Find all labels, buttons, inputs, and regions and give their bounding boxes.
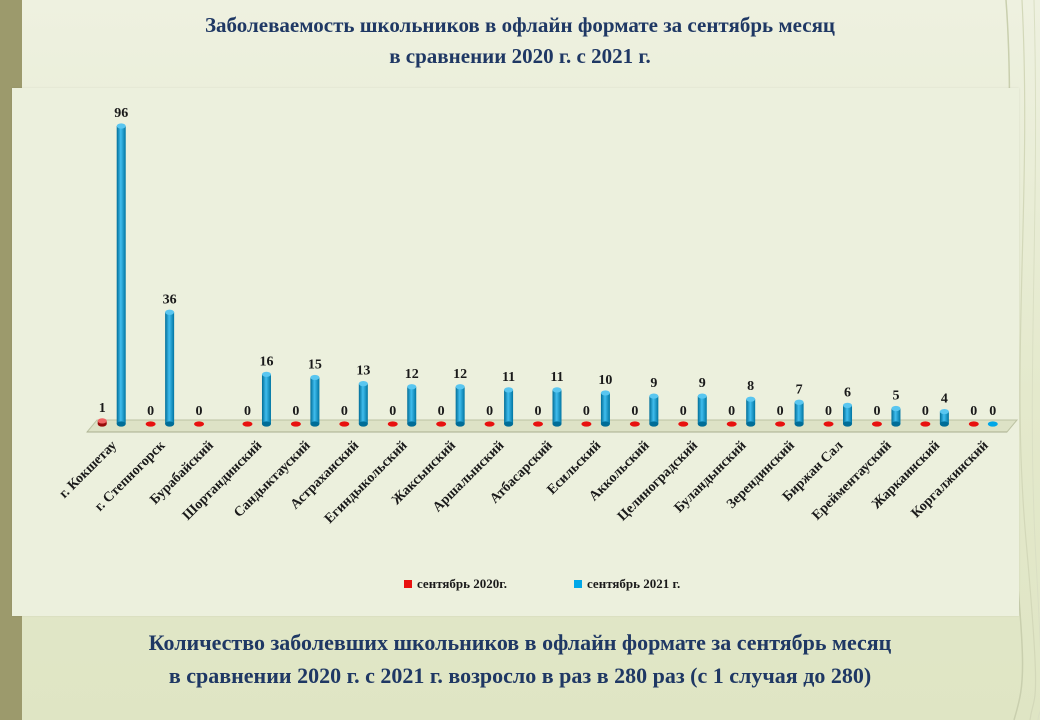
value-label-2020-2: 0 — [196, 404, 203, 419]
value-label-2021-16: 5 — [892, 388, 899, 403]
bar-2020-11 — [629, 421, 640, 427]
value-label-2020-3: 0 — [244, 404, 251, 419]
value-label-2021-18: 0 — [989, 404, 996, 419]
value-label-2021-4: 15 — [308, 357, 322, 372]
bar-2021-3 — [261, 371, 271, 427]
bar-2021-4 — [310, 374, 320, 427]
bar-2020-0 — [97, 418, 107, 427]
value-label-2020-7: 0 — [438, 404, 445, 419]
value-label-2021-9: 11 — [550, 370, 563, 385]
bar-2021-7 — [455, 384, 465, 427]
bar-2021-13 — [746, 396, 756, 427]
bar-2020-4 — [290, 421, 301, 427]
value-label-2021-10: 10 — [598, 373, 612, 388]
legend-swatch-2021 — [574, 580, 582, 588]
bar-2020-13 — [726, 421, 737, 427]
bar-2020-8 — [484, 421, 495, 427]
value-label-2020-13: 0 — [728, 404, 735, 419]
value-label-2020-6: 0 — [389, 404, 396, 419]
value-label-2020-17: 0 — [922, 404, 929, 419]
value-label-2020-16: 0 — [873, 404, 880, 419]
bar-2021-14 — [794, 399, 804, 427]
value-label-2020-5: 0 — [341, 404, 348, 419]
value-label-2021-13: 8 — [747, 379, 754, 394]
title-line-2: в сравнении 2020 г. с 2021 г. — [389, 44, 651, 68]
bar-2020-12 — [678, 421, 689, 427]
value-label-2021-1: 36 — [163, 292, 177, 307]
bar-2020-9 — [533, 421, 543, 427]
value-label-2020-18: 0 — [970, 404, 977, 419]
bar-2020-10 — [581, 421, 592, 427]
value-label-2021-6: 12 — [405, 367, 419, 382]
bar-2021-10 — [600, 390, 610, 427]
bar-2020-16 — [871, 421, 882, 427]
footer-line-2: в сравнении 2020 г. с 2021 г. возросло в… — [168, 663, 872, 688]
category-label-6: Егиндыкольский — [322, 438, 411, 527]
value-label-2021-3: 16 — [259, 354, 273, 369]
chart-panel: 1 96 г. Кокшетау 0 36 г. Степногорск 0 Бурабайс… — [12, 88, 1019, 616]
bar-2020-6 — [387, 421, 398, 427]
legend-label-2021: сентябрь 2021 г. — [587, 576, 680, 591]
bar-2020-17 — [920, 421, 931, 427]
bar-2020-14 — [775, 421, 786, 427]
bar-2021-16 — [891, 405, 901, 427]
bar-2020-5 — [339, 421, 350, 427]
value-label-2021-0: 96 — [114, 106, 128, 121]
bar-2021-8 — [504, 387, 514, 427]
bar-2021-6 — [407, 384, 417, 427]
value-label-2020-9: 0 — [535, 404, 542, 419]
value-label-2021-15: 6 — [844, 385, 851, 400]
bar-2021-17 — [939, 408, 949, 427]
legend-swatch-2020 — [404, 580, 412, 588]
value-label-2021-7: 12 — [453, 367, 467, 382]
value-label-2020-1: 0 — [147, 404, 154, 419]
value-label-2020-8: 0 — [486, 404, 493, 419]
slide-footer: Количество заболевших школьников в офлай… — [0, 626, 1040, 692]
bar-2021-0 — [116, 123, 126, 427]
bar-2020-15 — [823, 421, 834, 427]
bar-2021-9 — [552, 387, 562, 427]
bar-2020-18 — [968, 421, 979, 427]
value-label-2020-0: 1 — [99, 401, 106, 416]
bar-2021-11 — [649, 393, 659, 427]
bar-2020-7 — [436, 421, 447, 427]
value-label-2020-15: 0 — [825, 404, 832, 419]
bar-2020-2 — [194, 421, 205, 427]
bar-2021-18 — [987, 421, 998, 427]
value-label-2020-10: 0 — [583, 404, 590, 419]
value-label-2021-8: 11 — [502, 370, 515, 385]
value-label-2021-11: 9 — [650, 376, 657, 391]
title-line-1: Заболеваемость школьников в офлайн форма… — [204, 13, 836, 37]
value-label-2020-12: 0 — [680, 404, 687, 419]
footer-line-1: Количество заболевших школьников в офлай… — [148, 630, 892, 655]
value-label-2020-11: 0 — [631, 404, 638, 419]
bar-2020-3 — [242, 421, 253, 427]
value-label-2020-4: 0 — [292, 404, 299, 419]
slide-title: Заболеваемость школьников в офлайн форма… — [0, 10, 1040, 72]
value-label-2020-14: 0 — [777, 404, 784, 419]
bar-2021-5 — [358, 381, 368, 427]
bar-2021-12 — [697, 393, 707, 427]
value-label-2021-12: 9 — [699, 376, 706, 391]
legend-label-2020: сентябрь 2020г. — [417, 576, 507, 591]
bar-2021-1 — [165, 309, 175, 427]
value-label-2021-14: 7 — [796, 382, 803, 397]
value-label-2021-17: 4 — [941, 392, 948, 407]
value-label-2021-5: 13 — [356, 364, 370, 379]
bar-2021-15 — [843, 402, 853, 427]
bar-2020-1 — [145, 421, 156, 427]
